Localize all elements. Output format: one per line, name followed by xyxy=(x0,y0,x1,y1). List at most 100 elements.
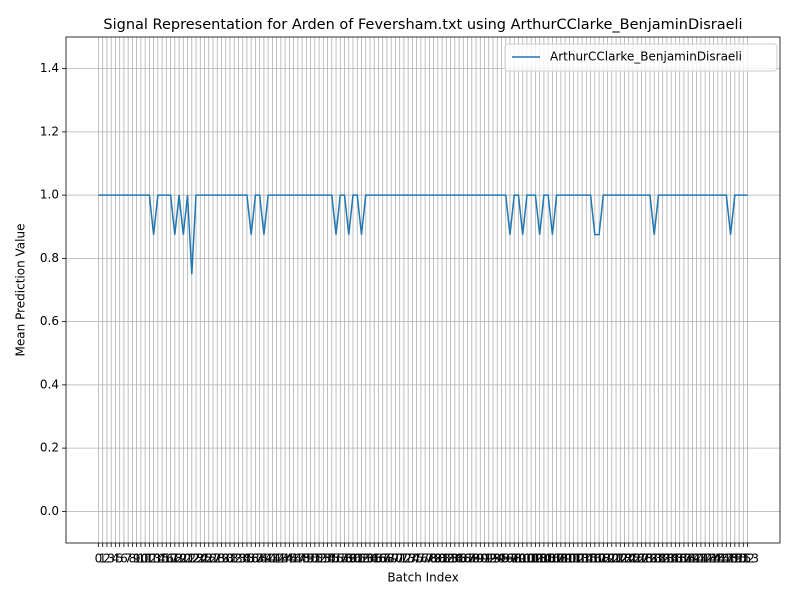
x-tick-label: 110 xyxy=(554,552,577,566)
x-tick-label: 93 xyxy=(485,552,500,566)
x-tick-label: 80 xyxy=(430,552,445,566)
x-tick-label: 129 xyxy=(634,552,657,566)
x-tick-label: 147 xyxy=(711,552,734,566)
x-tick-label: 123 xyxy=(609,552,632,566)
x-tick-label: 148 xyxy=(715,552,738,566)
x-tick-label: 7 xyxy=(124,552,132,566)
x-tick-label: 55 xyxy=(324,552,339,566)
x-tick-label: 144 xyxy=(698,552,721,566)
x-axis-label: Batch Index xyxy=(387,571,458,585)
x-tick-label: 117 xyxy=(583,552,606,566)
x-tick-label: 56 xyxy=(328,552,343,566)
x-tick-label: 101 xyxy=(515,552,538,566)
x-tick-label: 63 xyxy=(358,552,373,566)
x-tick-label: 8 xyxy=(129,552,137,566)
x-tick-label: 22 xyxy=(184,552,199,566)
y-tick-label: 0.0 xyxy=(40,504,59,518)
x-tick-label: 108 xyxy=(545,552,568,566)
chart-title: Signal Representation for Arden of Fever… xyxy=(103,17,742,33)
x-tick-label: 24 xyxy=(193,552,208,566)
x-tick-label: 113 xyxy=(566,552,589,566)
x-tick-label: 5 xyxy=(116,552,124,566)
x-tick-label: 44 xyxy=(277,552,292,566)
y-tick-label: 0.2 xyxy=(40,441,59,455)
y-tick-label: 1.2 xyxy=(40,124,59,138)
x-tick-label: 84 xyxy=(447,552,462,566)
x-tick-label: 115 xyxy=(575,552,598,566)
x-tick-label: 139 xyxy=(677,552,700,566)
x-tick-label: 39 xyxy=(256,552,271,566)
x-tick-label: 0 xyxy=(95,552,103,566)
x-tick-label: 87 xyxy=(460,552,475,566)
x-tick-label: 12 xyxy=(142,552,157,566)
x-tick-label: 98 xyxy=(507,552,522,566)
x-tick-label: 121 xyxy=(600,552,623,566)
x-tick-label: 127 xyxy=(626,552,649,566)
x-tick-label: 42 xyxy=(269,552,284,566)
x-tick-label: 82 xyxy=(439,552,454,566)
legend: ArthurCClarke_BenjaminDisraeli xyxy=(504,43,778,72)
x-tick-label: 105 xyxy=(532,552,555,566)
x-tick-label: 47 xyxy=(290,552,305,566)
legend-label: ArthurCClarke_BenjaminDisraeli xyxy=(550,50,742,64)
x-tick-label: 4 xyxy=(112,552,120,566)
x-tick-label: 17 xyxy=(163,552,178,566)
x-tick-label: 76 xyxy=(413,552,428,566)
x-tick-label: 136 xyxy=(664,552,687,566)
x-tick-label: 133 xyxy=(651,552,674,566)
y-tick-label: 0.6 xyxy=(40,314,59,328)
x-tick-label: 53 xyxy=(316,552,331,566)
x-tick-label: 114 xyxy=(571,552,594,566)
x-tick-label: 99 xyxy=(511,552,526,566)
series-line xyxy=(98,194,748,275)
y-tick-label: 1.4 xyxy=(40,61,59,75)
x-tick-label: 125 xyxy=(617,552,640,566)
x-tick-label: 131 xyxy=(643,552,666,566)
x-tick-label: 41 xyxy=(265,552,280,566)
x-tick-label: 145 xyxy=(702,552,725,566)
x-tick-label: 57 xyxy=(333,552,348,566)
x-tick-label: 81 xyxy=(434,552,449,566)
x-tick-label: 77 xyxy=(417,552,432,566)
x-tick-label: 119 xyxy=(592,552,615,566)
x-tick-label: 104 xyxy=(528,552,551,566)
x-tick-label: 31 xyxy=(222,552,237,566)
x-tick-label: 103 xyxy=(524,552,547,566)
y-tick-label: 0.8 xyxy=(40,251,59,265)
x-tick-label: 65 xyxy=(367,552,382,566)
x-tick-label: 95 xyxy=(494,552,509,566)
x-tick-label: 116 xyxy=(579,552,602,566)
x-tick-label: 13 xyxy=(146,552,161,566)
x-tick-label: 3 xyxy=(107,552,115,566)
x-tick-label: 46 xyxy=(286,552,301,566)
x-tick-label: 2 xyxy=(103,552,111,566)
x-tick-label: 34 xyxy=(235,552,250,566)
x-tick-label: 130 xyxy=(639,552,662,566)
x-tick-label: 16 xyxy=(159,552,174,566)
x-tick-label: 109 xyxy=(549,552,572,566)
x-tick-label: 150 xyxy=(723,552,746,566)
x-tick-label: 49 xyxy=(299,552,314,566)
x-tick-label: 149 xyxy=(719,552,742,566)
x-tick-label: 30 xyxy=(218,552,233,566)
x-tick-label: 111 xyxy=(558,552,581,566)
x-tick-label: 102 xyxy=(520,552,543,566)
x-tick-label: 134 xyxy=(655,552,678,566)
x-tick-label: 128 xyxy=(630,552,653,566)
x-tick-label: 72 xyxy=(396,552,411,566)
x-tick-label: 45 xyxy=(282,552,297,566)
x-tick-label: 137 xyxy=(668,552,691,566)
x-tick-label: 88 xyxy=(464,552,479,566)
x-tick-label: 32 xyxy=(227,552,242,566)
x-tick-label: 15 xyxy=(154,552,169,566)
y-tick-label: 1.0 xyxy=(40,188,59,202)
x-tick-label: 67 xyxy=(375,552,390,566)
x-tick-label: 79 xyxy=(426,552,441,566)
x-tick-label: 141 xyxy=(685,552,708,566)
x-tick-label: 70 xyxy=(388,552,403,566)
x-tick-label: 75 xyxy=(409,552,424,566)
x-tick-label: 59 xyxy=(341,552,356,566)
x-tick-label: 94 xyxy=(490,552,505,566)
x-tick-label: 106 xyxy=(537,552,560,566)
